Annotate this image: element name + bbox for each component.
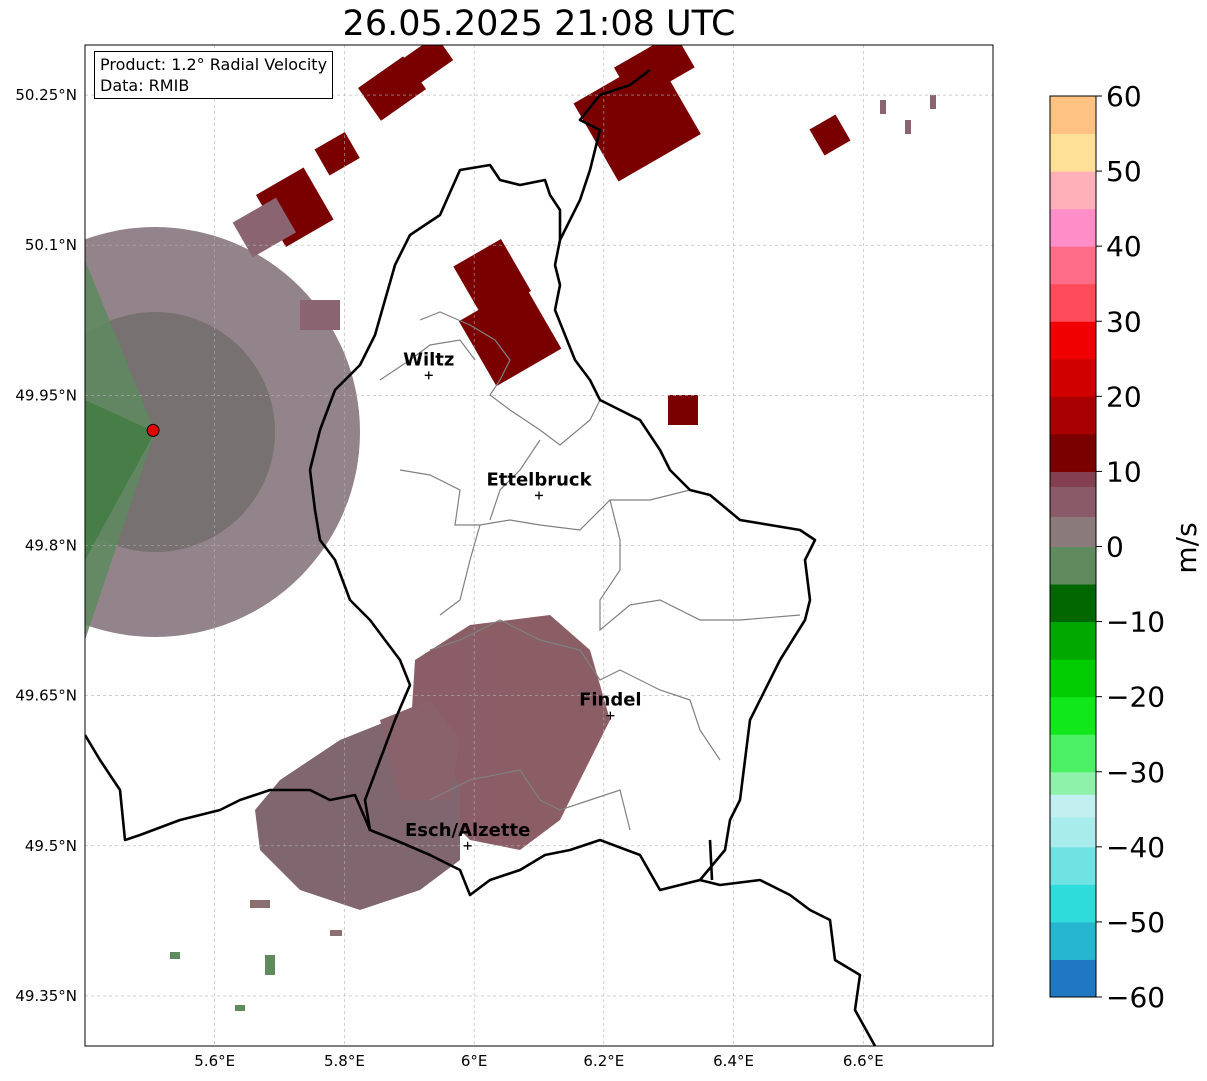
colorbar-swatch [1050,246,1096,285]
colorbar-swatch [1050,433,1096,472]
colorbar-swatch [1050,659,1096,698]
radar-echoes [85,45,936,1011]
colorbar-swatch [1050,486,1096,517]
colorbar-swatch [1050,884,1096,923]
colorbar-swatch [1050,516,1096,547]
radar-site-marker [146,423,160,437]
fr-lu-border-link [708,839,714,881]
colorbar-swatch [1050,321,1096,360]
cell-south [255,615,610,910]
colorbar-tick-label: 10 [1106,455,1142,488]
fr-de-border-south [699,878,877,1046]
lon-tick-label: 6°E [461,1052,488,1070]
lon-tick-label: 6.4°E [713,1052,754,1070]
lat-tick-label: 49.95°N [15,386,77,404]
colorbar-swatch [1050,358,1096,397]
colorbar-tick-label: 50 [1106,155,1142,188]
clutter-green-sector-2 [85,400,155,560]
luxembourg-border [308,163,817,897]
lon-tick-label: 6.2°E [583,1052,624,1070]
colorbar-unit-label: m/s [1170,522,1203,573]
speckle [232,95,936,330]
colorbar-swatch [1050,816,1096,848]
lon-tick-label: 5.6°E [194,1052,235,1070]
colorbar-tick-label: 60 [1106,80,1142,113]
colorbar-swatch [1050,208,1096,247]
colorbar-tick-label: 20 [1106,380,1142,413]
map-frame [84,44,994,1047]
city-layer: Wiltz Ettelbruck Findel Esch/Alzette [403,349,642,850]
colorbar-swatch [1050,471,1096,487]
colorbar-swatch [1050,283,1096,322]
lat-tick-label: 49.65°N [15,687,77,705]
cell-north [255,45,851,425]
lat-tick-label: 49.5°N [25,837,77,855]
city-marker [535,491,543,500]
city-label: Ettelbruck [486,469,592,490]
lon-tick-label: 6.6°E [843,1052,884,1070]
colorbar-swatch [1050,396,1096,435]
colorbar-tick-label: 40 [1106,230,1142,263]
colorbar-swatch [1050,771,1096,795]
colorbar-swatch [1050,133,1096,172]
colorbar-swatch [1050,171,1096,210]
colorbar-tick-label: −10 [1106,606,1165,639]
colorbar-tick-label: −60 [1106,981,1165,1014]
axis-ticks: 5.6°E 5.8°E 6°E 6.2°E 6.4°E 6.6°E 50.25°N 50.1°… [15,86,883,1070]
colorbar-swatch [1050,734,1096,773]
colorbar-swatch [1050,846,1096,885]
city-marker [606,711,615,720]
colorbar-swatch [1050,584,1096,623]
national-borders [85,68,877,1046]
city-label: Findel [579,690,642,711]
colorbar: 60 50 40 30 20 10 0 −10 −20 −30 −40 −50 −60 m/s [1049,80,1203,1014]
colorbar-swatch [1050,794,1096,818]
product-text: Product: 1.2° Radial Velocity [100,55,328,74]
colorbar-tick-label: −20 [1106,681,1165,714]
colorbar-swatch [1050,621,1096,660]
be-fr-border [85,734,372,842]
lat-tick-label: 50.1°N [25,236,77,254]
colorbar-tick-label: −30 [1106,756,1165,789]
cell-south-fringe [170,900,342,1011]
colorbar-swatch [1050,96,1096,135]
colorbar-tick-label: −40 [1106,831,1165,864]
map-title: 26.05.2025 21:08 UTC [342,4,736,44]
city-marker [424,371,433,380]
colorbar-tick-label: 30 [1106,305,1142,338]
city-marker [463,841,472,850]
lat-tick-label: 49.8°N [25,537,77,555]
colorbar-swatch [1050,959,1096,998]
canton-boundaries [379,311,801,831]
city-label: Esch/Alzette [405,820,530,841]
colorbar-swatches [1050,96,1096,998]
colorbar-swatch [1050,921,1096,960]
colorbar-ticks: 60 50 40 30 20 10 0 −10 −20 −30 −40 −50 −60 [1096,80,1165,1014]
de-border-north [558,68,651,241]
lat-tick-label: 50.25°N [15,86,77,104]
lon-tick-label: 5.8°E [324,1052,365,1070]
colorbar-swatch [1050,696,1096,735]
lat-tick-label: 49.35°N [15,987,77,1005]
product-info-box: Product: 1.2° Radial Velocity Data: RMIB [94,51,334,99]
colorbar-tick-label: 0 [1106,531,1124,564]
city-label: Wiltz [403,349,454,370]
colorbar-tick-label: −50 [1106,906,1165,939]
colorbar-swatch [1050,546,1096,585]
data-source-text: Data: RMIB [100,76,190,95]
